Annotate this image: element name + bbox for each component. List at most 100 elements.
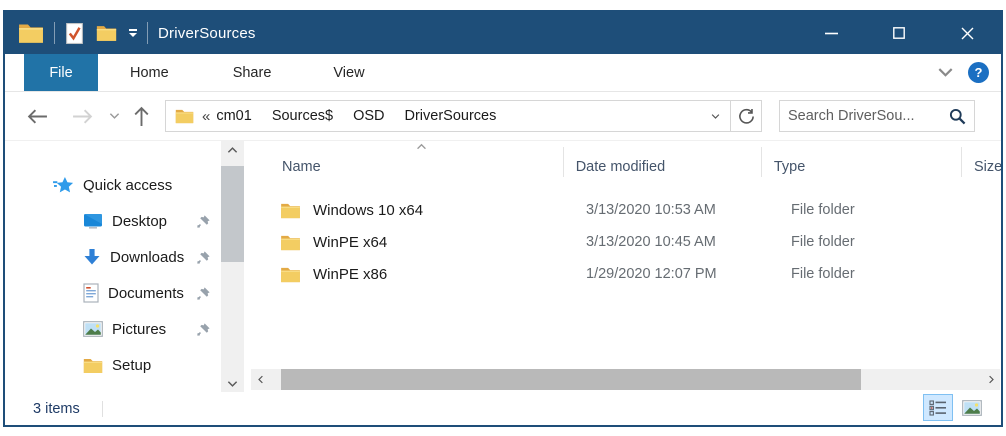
pin-icon [196,322,211,337]
file-row-winpe-x64[interactable]: WinPE x64 3/13/2020 10:45 AM File folder [244,226,1001,258]
back-button[interactable] [27,109,48,124]
vertical-scrollbar[interactable] [221,141,244,392]
sidebar-item-pictures[interactable]: Pictures [5,311,221,347]
address-bar[interactable]: « cm01 Sources$ OSD DriverSources [165,100,731,132]
breadcrumb-chevron-icon[interactable] [337,110,349,122]
details-view-icon [929,400,947,416]
help-button[interactable]: ? [968,62,989,83]
new-folder-icon [96,24,117,42]
horizontal-scrollbar[interactable] [251,369,1000,390]
breadcrumb-segment-cm01[interactable]: cm01 [216,108,252,124]
forward-button[interactable] [72,109,93,124]
tab-file[interactable]: File [24,54,98,91]
sort-ascending-chevron-icon [416,143,427,150]
sidebar-item-downloads[interactable]: Downloads [5,239,221,275]
up-button[interactable] [134,106,149,127]
tab-home[interactable]: Home [130,64,169,81]
quick-access-toolbar [65,22,137,45]
question-mark-icon: ? [974,65,983,80]
window-title: DriverSources [158,24,256,42]
folder-icon [83,357,103,374]
quick-access-star-icon [53,176,74,195]
navigation-pane: Quick access Desktop Downloads Documents… [5,141,221,392]
checklist-document-icon [65,22,84,45]
explorer-window: DriverSources File Home Share View ? [3,10,1003,427]
status-divider [101,400,103,417]
address-folder-icon [175,108,194,124]
main-area: Quick access Desktop Downloads Documents… [5,140,1001,392]
folder-icon [280,266,301,283]
file-row-winpe-x86[interactable]: WinPE x86 1/29/2020 12:07 PM File folder [244,258,1001,290]
folder-icon [280,202,301,219]
column-divider[interactable] [960,147,962,177]
documents-icon [83,283,99,303]
column-header-type[interactable]: Type [762,147,962,177]
status-bar: 3 items [5,392,1001,425]
properties-button[interactable] [65,22,84,45]
ribbon-tab-bar: File Home Share View ? [5,54,1001,92]
file-row-windows-10-x64[interactable]: Windows 10 x64 3/13/2020 10:53 AM File f… [244,194,1001,226]
search-input[interactable] [788,108,949,124]
breadcrumb-segment-osd[interactable]: OSD [353,108,385,124]
recent-locations-chevron-icon[interactable] [109,112,120,120]
sidebar-item-setup[interactable]: Setup [5,347,221,383]
address-dropdown-chevron-icon[interactable] [711,112,724,121]
downloads-arrow-icon [83,248,101,266]
close-icon [961,27,973,39]
new-folder-button[interactable] [96,24,117,42]
titlebar-separator [54,22,55,44]
breadcrumb-chevron-icon[interactable] [389,110,401,122]
tab-share[interactable]: Share [232,64,272,81]
breadcrumb-segment-sources[interactable]: Sources$ [271,108,334,124]
minimize-icon [824,32,838,34]
sidebar-item-quick-access[interactable]: Quick access [5,167,221,203]
pin-icon [196,214,211,229]
window-controls [797,12,1001,54]
close-button[interactable] [933,12,1001,54]
large-icons-view-button[interactable] [957,394,987,421]
refresh-button[interactable] [731,100,762,132]
column-headers: Name Date modified Type Size [244,141,1001,181]
pin-icon [196,286,211,301]
scroll-left-arrow[interactable] [251,374,269,385]
column-header-name[interactable]: Name [244,147,564,177]
expand-ribbon-chevron-icon[interactable] [937,67,954,78]
vertical-scroll-thumb[interactable] [221,166,244,262]
details-view-button[interactable] [923,394,953,421]
breadcrumb: « cm01 Sources$ OSD DriverSources [194,108,512,125]
thumbnail-view-icon [962,400,982,416]
maximize-icon [893,27,905,39]
sidebar-item-documents[interactable]: Documents [5,275,221,311]
breadcrumb-chevron-icon[interactable] [256,110,268,122]
column-header-date-modified[interactable]: Date modified [564,147,762,177]
customize-quick-access-toolbar-button[interactable] [129,29,137,37]
search-icon[interactable] [949,108,966,125]
titlebar-separator [147,22,148,44]
desktop-icon [83,213,103,229]
pictures-icon [83,321,103,337]
minimize-button[interactable] [797,12,865,54]
column-divider[interactable] [760,147,762,177]
column-header-size[interactable]: Size [973,159,1001,175]
tab-view[interactable]: View [333,64,365,81]
breadcrumb-segment-driversources[interactable]: DriverSources [404,108,497,124]
column-divider[interactable] [562,147,564,177]
sidebar-item-partial[interactable] [5,383,221,392]
breadcrumb-chevron-icon[interactable] [500,110,512,122]
breadcrumb-overflow-indicator[interactable]: « [202,107,211,125]
dropdown-arrow-icon [129,29,137,31]
horizontal-scroll-thumb[interactable] [281,369,861,390]
maximize-button[interactable] [865,12,933,54]
folder-icon [280,234,301,251]
sidebar-item-desktop[interactable]: Desktop [5,203,221,239]
title-bar: DriverSources [5,12,1001,54]
scroll-down-arrow[interactable] [221,375,244,392]
item-count: 3 items [33,400,80,417]
scroll-up-arrow[interactable] [221,141,244,158]
scroll-right-arrow[interactable] [982,374,1000,385]
pin-icon [196,250,211,265]
search-box [779,100,975,132]
refresh-icon [738,108,755,125]
file-list: Name Date modified Type Size [244,141,1001,392]
app-folder-icon [18,22,44,44]
